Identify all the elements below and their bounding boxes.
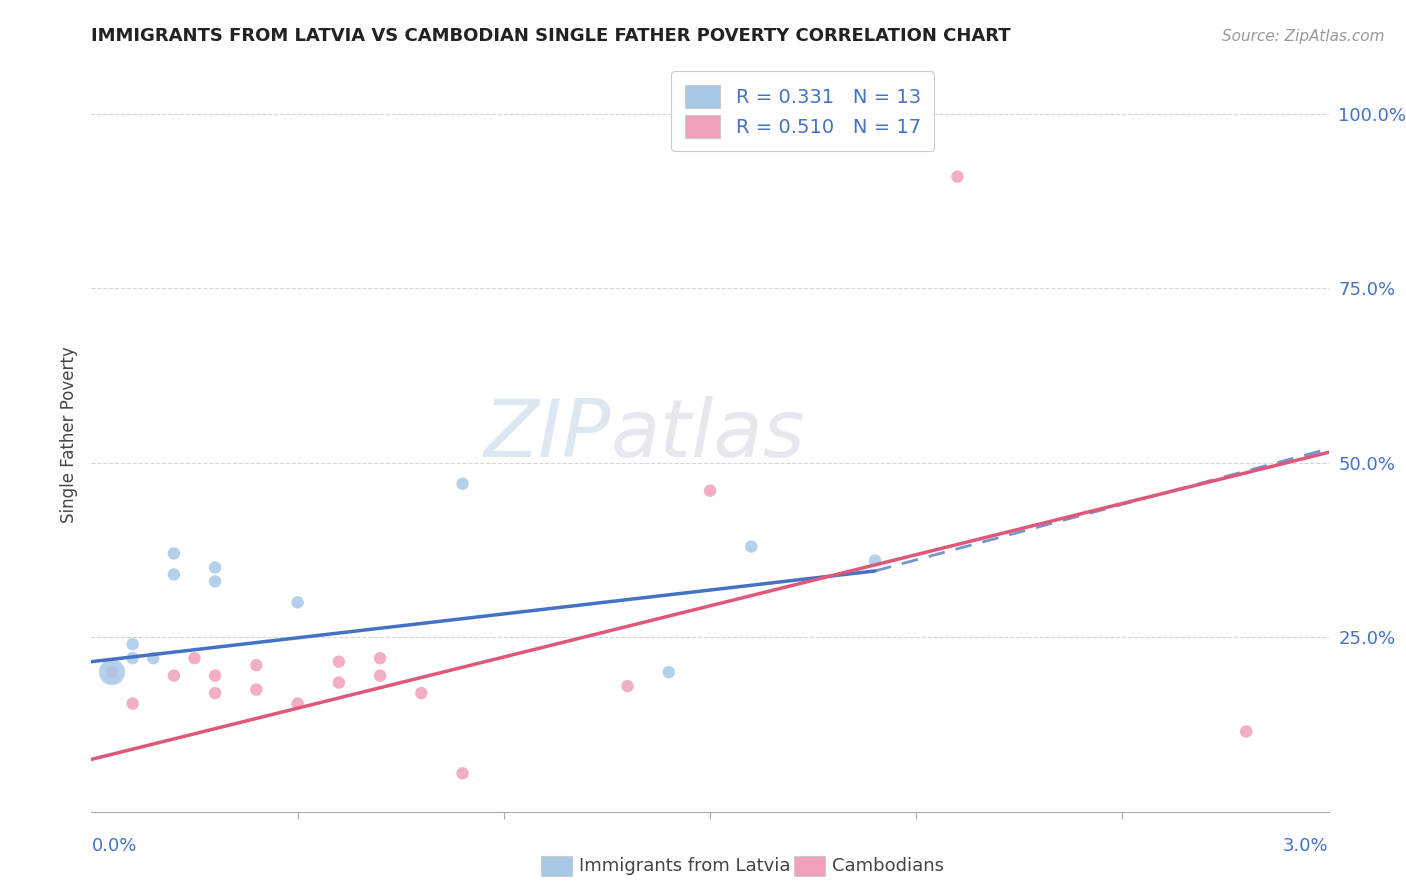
- Point: [699, 483, 721, 498]
- Text: 0.0%: 0.0%: [91, 837, 136, 855]
- Point: [863, 553, 886, 567]
- Point: [163, 547, 186, 561]
- Point: [101, 665, 124, 680]
- Point: [204, 560, 226, 574]
- Text: ZIP: ZIP: [484, 396, 612, 474]
- Text: 3.0%: 3.0%: [1284, 837, 1329, 855]
- Point: [740, 540, 762, 554]
- Text: atlas: atlas: [612, 396, 806, 474]
- Point: [245, 658, 267, 673]
- Point: [411, 686, 433, 700]
- Point: [101, 665, 124, 680]
- Point: [658, 665, 681, 680]
- Point: [121, 697, 143, 711]
- Point: [204, 668, 226, 682]
- Point: [142, 651, 165, 665]
- Point: [946, 169, 969, 184]
- Text: Cambodians: Cambodians: [832, 857, 945, 875]
- Point: [121, 637, 143, 651]
- Point: [328, 655, 350, 669]
- Point: [287, 697, 309, 711]
- Point: [616, 679, 638, 693]
- Point: [368, 651, 391, 665]
- Text: IMMIGRANTS FROM LATVIA VS CAMBODIAN SINGLE FATHER POVERTY CORRELATION CHART: IMMIGRANTS FROM LATVIA VS CAMBODIAN SING…: [91, 28, 1011, 45]
- Point: [121, 651, 143, 665]
- Y-axis label: Single Father Poverty: Single Father Poverty: [59, 346, 77, 524]
- Point: [245, 682, 267, 697]
- Point: [328, 675, 350, 690]
- Point: [368, 668, 391, 682]
- Point: [1234, 724, 1257, 739]
- Point: [204, 574, 226, 589]
- Legend: R = 0.331   N = 13, R = 0.510   N = 17: R = 0.331 N = 13, R = 0.510 N = 17: [672, 71, 934, 152]
- Point: [163, 567, 186, 582]
- Point: [451, 766, 474, 780]
- Point: [163, 668, 186, 682]
- Point: [451, 476, 474, 491]
- Text: Immigrants from Latvia: Immigrants from Latvia: [579, 857, 790, 875]
- Point: [183, 651, 205, 665]
- Point: [204, 686, 226, 700]
- Point: [287, 595, 309, 609]
- Text: Source: ZipAtlas.com: Source: ZipAtlas.com: [1222, 29, 1385, 44]
